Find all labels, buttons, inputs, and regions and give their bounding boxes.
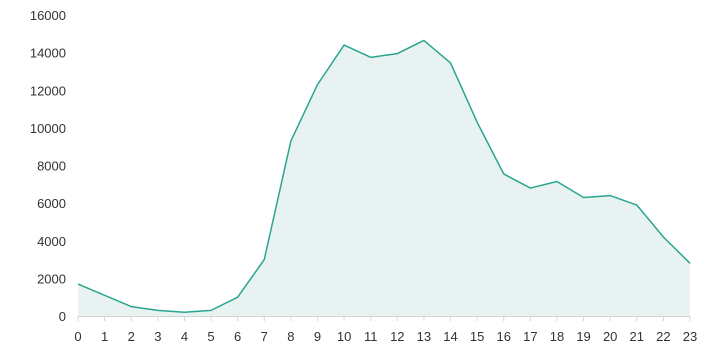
area-layer (76, 38, 692, 316)
data-point (635, 203, 639, 207)
y-tick-label: 8000 (37, 159, 66, 174)
x-tick-label: 6 (234, 329, 241, 344)
x-tick-label: 21 (630, 329, 644, 344)
x-tick-label: 1 (101, 329, 108, 344)
y-axis-ticks: 0 2000 4000 6000 8000 10000 12000 14000 16000 (30, 8, 66, 324)
data-point (502, 172, 506, 176)
x-tick-label: 11 (364, 329, 378, 344)
data-point (236, 295, 240, 299)
x-tick-label: 0 (74, 329, 81, 344)
data-point (76, 282, 80, 286)
x-tick-label: 9 (314, 329, 321, 344)
y-tick-label: 16000 (30, 8, 66, 23)
data-point (528, 186, 532, 190)
y-tick-label: 2000 (37, 271, 66, 286)
data-point (555, 179, 559, 183)
data-point (315, 83, 319, 87)
data-point (582, 195, 586, 199)
data-point (103, 293, 107, 297)
x-tick-label: 18 (550, 329, 564, 344)
x-axis-ticks: 0 1 2 3 4 5 6 7 8 9 10 11 12 13 14 15 16 17 18 19 20 21 22 23 (74, 316, 697, 344)
x-tick-label: 2 (128, 329, 135, 344)
data-point (449, 61, 453, 65)
data-point (475, 120, 479, 124)
y-tick-label: 6000 (37, 196, 66, 211)
y-tick-label: 0 (59, 309, 66, 324)
x-tick-label: 10 (337, 329, 351, 344)
x-tick-label: 16 (497, 329, 511, 344)
area-fill (78, 40, 690, 316)
y-tick-label: 12000 (30, 83, 66, 98)
data-point (395, 52, 399, 56)
data-point (342, 43, 346, 47)
data-point (422, 38, 426, 42)
x-tick-label: 15 (470, 329, 484, 344)
y-tick-label: 10000 (30, 121, 66, 136)
data-point (608, 194, 612, 198)
x-tick-label: 22 (656, 329, 670, 344)
x-tick-label: 8 (287, 329, 294, 344)
data-point (262, 258, 266, 262)
data-point (156, 308, 160, 312)
x-tick-label: 5 (207, 329, 214, 344)
x-tick-label: 4 (181, 329, 188, 344)
data-point (129, 305, 133, 309)
x-tick-label: 7 (261, 329, 268, 344)
data-point (209, 308, 213, 312)
x-tick-label: 14 (443, 329, 457, 344)
x-tick-label: 20 (603, 329, 617, 344)
data-point (289, 139, 293, 143)
y-tick-label: 14000 (30, 46, 66, 61)
x-tick-label: 12 (390, 329, 404, 344)
data-point (661, 235, 665, 239)
x-tick-label: 17 (523, 329, 537, 344)
x-tick-label: 19 (576, 329, 590, 344)
data-point (182, 310, 186, 314)
data-point (369, 55, 373, 59)
x-tick-label: 3 (154, 329, 161, 344)
x-tick-label: 13 (417, 329, 431, 344)
y-tick-label: 4000 (37, 234, 66, 249)
x-tick-label: 23 (683, 329, 697, 344)
data-point (688, 261, 692, 265)
